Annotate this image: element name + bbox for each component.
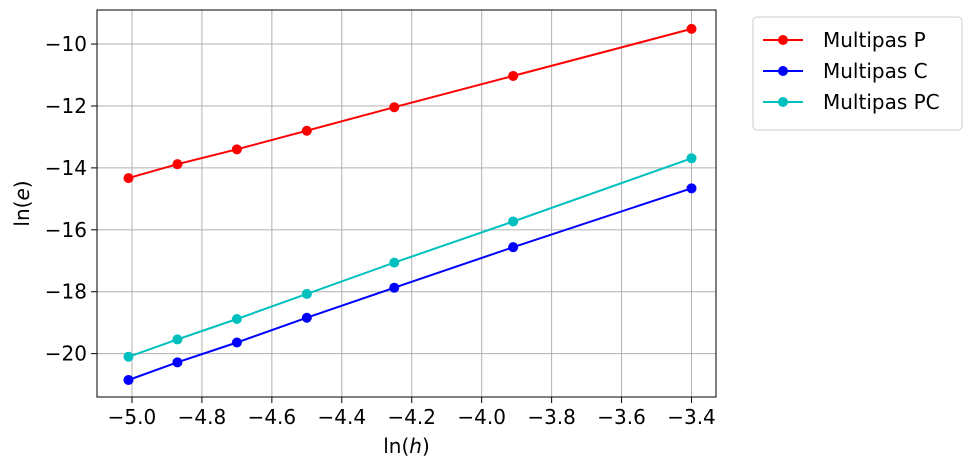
series-line bbox=[128, 27, 692, 180]
series-line bbox=[128, 157, 692, 358]
data-point bbox=[123, 173, 134, 184]
legend-box bbox=[752, 16, 963, 131]
data-point bbox=[686, 23, 697, 34]
data-point bbox=[686, 153, 697, 164]
series-0 bbox=[123, 23, 697, 184]
x-tick-label: −3.8 bbox=[527, 405, 576, 429]
y-axis-label: ln(e) bbox=[10, 180, 34, 226]
y-tick-label: −20 bbox=[45, 342, 87, 366]
data-point bbox=[301, 312, 312, 323]
data-point bbox=[389, 257, 400, 268]
legend-item: Multipas P bbox=[763, 28, 926, 52]
series-line bbox=[128, 187, 692, 381]
grid-lines bbox=[97, 10, 716, 397]
data-point bbox=[508, 242, 519, 253]
data-point bbox=[301, 125, 312, 136]
plot-area-frame bbox=[96, 9, 717, 398]
x-axis-label: ln(h) bbox=[383, 434, 430, 458]
y-tick-label: −14 bbox=[45, 156, 87, 180]
legend: Multipas P Multipas C Multipas PC bbox=[752, 16, 963, 131]
x-tick-label: −4.0 bbox=[457, 405, 506, 429]
x-tick-label: −3.6 bbox=[597, 405, 646, 429]
y-axis-ticks: −20 −18 −16 −14 −12 −10 bbox=[45, 32, 97, 366]
y-tick-label: −18 bbox=[45, 280, 87, 304]
legend-label: Multipas PC bbox=[823, 90, 940, 114]
data-point bbox=[301, 288, 312, 299]
x-tick-label: −5.0 bbox=[108, 405, 157, 429]
y-tick-label: −12 bbox=[45, 94, 87, 118]
data-point bbox=[508, 216, 519, 227]
legend-marker bbox=[778, 35, 788, 45]
data-point bbox=[389, 282, 400, 293]
data-point bbox=[231, 144, 242, 155]
legend-marker bbox=[778, 66, 788, 76]
x-tick-label: −4.2 bbox=[387, 405, 436, 429]
x-tick-label: −4.6 bbox=[248, 405, 297, 429]
x-axis-ticks: −5.0 −4.8 −4.6 −4.4 −4.2 −4.0 −3.8 −3.6 −3.4 bbox=[108, 397, 716, 429]
data-point bbox=[686, 183, 697, 194]
data-point bbox=[508, 70, 519, 81]
data-point bbox=[123, 351, 134, 362]
x-tick-label: −4.4 bbox=[318, 405, 367, 429]
y-tick-label: −10 bbox=[45, 32, 87, 56]
data-point bbox=[231, 313, 242, 324]
data-point bbox=[172, 334, 183, 345]
legend-item: Multipas C bbox=[763, 59, 928, 83]
data-point bbox=[231, 337, 242, 348]
series-1 bbox=[123, 183, 697, 385]
legend-marker bbox=[778, 97, 788, 107]
series-2 bbox=[123, 153, 697, 362]
legend-label: Multipas C bbox=[823, 59, 928, 83]
data-point bbox=[172, 159, 183, 170]
y-tick-label: −16 bbox=[45, 218, 87, 242]
data-point bbox=[123, 374, 134, 385]
legend-item: Multipas PC bbox=[763, 90, 940, 114]
data-point bbox=[172, 357, 183, 368]
series-layer bbox=[123, 23, 697, 385]
x-tick-label: −3.4 bbox=[667, 405, 716, 429]
legend-label: Multipas P bbox=[823, 28, 926, 52]
x-tick-label: −4.8 bbox=[178, 405, 227, 429]
data-point bbox=[389, 102, 400, 113]
